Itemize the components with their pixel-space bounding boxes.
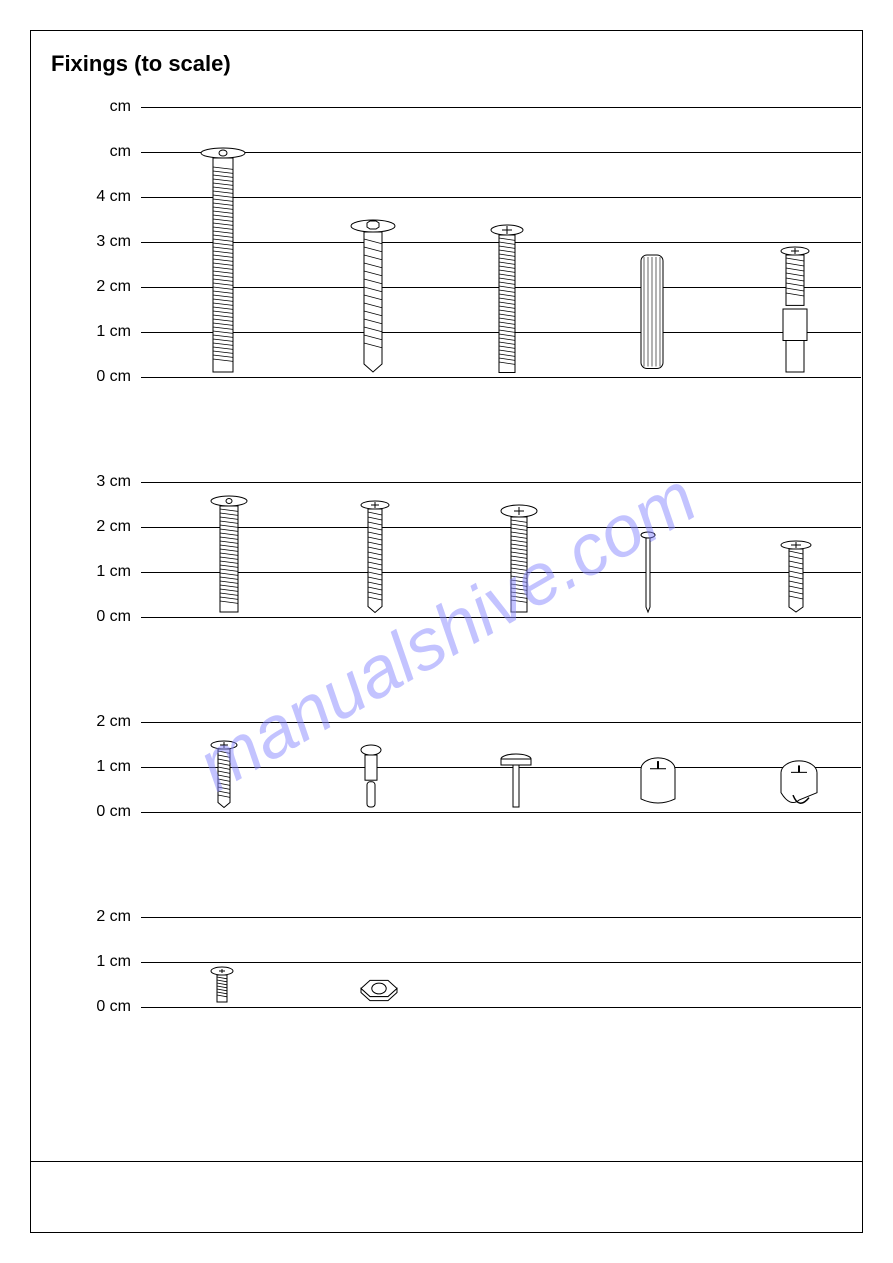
fixing-dowel [641,251,663,378]
chart-section-3: 0 cm1 cm2 cm [31,872,862,1007]
y-axis-label: 0 cm [71,608,131,626]
y-axis-label: 3 cm [71,473,131,491]
fixing-cam-hook [781,758,817,813]
gridline [141,617,861,618]
gridline [141,197,861,198]
fixing-hex-screw-short [211,495,247,617]
gridline [141,107,861,108]
gridline [141,377,861,378]
page-title: Fixings (to scale) [31,51,862,77]
y-axis-label: 2 cm [71,518,131,536]
fixing-hex-nut [361,975,397,1007]
y-axis-label: 1 cm [71,758,131,776]
fixing-micro-screw [211,966,233,1007]
y-axis-label: 1 cm [71,953,131,971]
sections-container: 0 cm1 cm2 cm3 cm4 cmcmcm0 cm1 cm2 cm3 cm… [31,107,862,1007]
fixing-peg [361,744,381,812]
chart-area-2: 0 cm1 cm2 cm [141,677,861,812]
fixing-short-screw [781,540,811,617]
y-axis-label: 4 cm [71,188,131,206]
fixing-hex-bolt [351,219,395,377]
fixing-cam-lock [641,753,675,812]
y-axis-label: 0 cm [71,368,131,386]
gridline [141,812,861,813]
fixing-bolt-screw [201,147,245,377]
y-axis-label: 0 cm [71,998,131,1016]
fixing-anchor-screw [781,246,809,377]
y-axis-label: 0 cm [71,803,131,821]
y-axis-label: 2 cm [71,908,131,926]
chart-area-1: 0 cm1 cm2 cm3 cm [141,437,861,617]
y-axis-label: cm [71,143,131,161]
gridline [141,482,861,483]
chart-area-0: 0 cm1 cm2 cm3 cm4 cmcmcm [141,107,861,377]
gridline [141,962,861,963]
chart-area-3: 0 cm1 cm2 cm [141,872,861,1007]
y-axis-label: 3 cm [71,233,131,251]
y-axis-label: 2 cm [71,278,131,296]
gridline [141,722,861,723]
footer-divider [31,1161,862,1162]
chart-section-2: 0 cm1 cm2 cm [31,677,862,812]
page-border: Fixings (to scale) 0 cm1 cm2 cm3 cm4 cmc… [30,30,863,1233]
chart-section-1: 0 cm1 cm2 cm3 cm [31,437,862,617]
chart-section-0: 0 cm1 cm2 cm3 cm4 cmcmcm [31,107,862,377]
gridline [141,917,861,918]
fixing-tiny-screw [211,740,237,813]
fixing-flat-peg [501,753,531,812]
y-axis-label: 1 cm [71,563,131,581]
y-axis-label: 2 cm [71,713,131,731]
fixing-nail [641,531,655,617]
fixing-phillips-screw [491,224,523,378]
fixing-flat-screw [361,500,389,618]
gridline [141,1007,861,1008]
gridline [141,152,861,153]
y-axis-label: 1 cm [71,323,131,341]
fixing-pan-screw [501,504,537,617]
y-axis-label: cm [71,98,131,116]
